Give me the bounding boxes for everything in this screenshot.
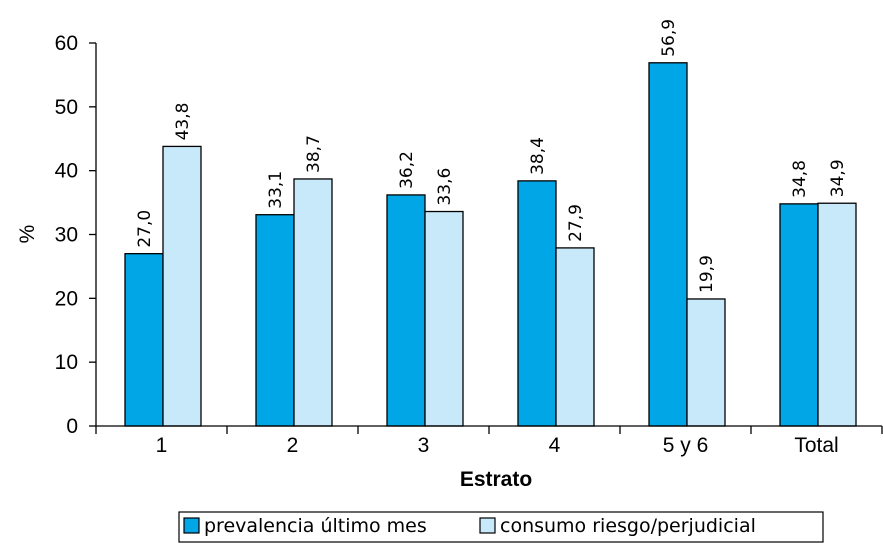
x-tick-label: 3 xyxy=(418,434,430,457)
legend: prevalencia último mes consumo riesgo/pe… xyxy=(178,511,824,543)
bar-prevalencia xyxy=(386,194,426,427)
bar-value-label: 33,1 xyxy=(266,171,286,209)
x-tick-label: 2 xyxy=(287,434,299,457)
value-labels: 27,0 33,1 36,2 38,4 56,9 34,8 43,8 38,7 33,6 27,9… xyxy=(135,19,848,293)
x-tick-label: Total xyxy=(794,434,838,457)
bar-prevalencia xyxy=(255,214,295,427)
bar-value-label: 27,0 xyxy=(135,210,155,248)
y-tick-label: 0 xyxy=(66,415,78,438)
bar-consumo xyxy=(555,247,595,427)
bar-prevalencia xyxy=(124,252,164,427)
bar-consumo xyxy=(162,145,202,427)
bar-consumo xyxy=(817,202,857,427)
x-tick-label: 5 y 6 xyxy=(663,434,709,457)
bar-consumo xyxy=(293,178,333,427)
y-tick-label: 30 xyxy=(55,224,78,247)
bars xyxy=(124,62,857,427)
y-tick-label: 20 xyxy=(55,287,78,310)
bar-value-label: 27,9 xyxy=(566,204,586,242)
bar-value-label: 38,7 xyxy=(304,135,324,173)
legend-swatch-consumo xyxy=(479,517,496,534)
x-tick-label: 4 xyxy=(549,434,561,457)
bar-value-label: 43,8 xyxy=(173,103,193,141)
y-tick-label: 60 xyxy=(55,32,78,55)
bar-value-label: 56,9 xyxy=(659,19,679,57)
bar-prevalencia xyxy=(648,62,688,427)
y-axis-title: % xyxy=(16,225,39,244)
bar-prevalencia xyxy=(779,203,819,427)
bar-value-label: 33,6 xyxy=(435,168,455,206)
legend-swatch-prevalencia xyxy=(183,517,200,534)
legend-label-consumo: consumo riesgo/perjudicial xyxy=(500,515,756,537)
y-tick-label: 50 xyxy=(55,96,78,119)
bar-value-label: 34,9 xyxy=(828,159,848,197)
x-axis: 1 2 3 4 5 y 6 Total xyxy=(95,425,883,457)
y-axis: 0 10 20 30 40 50 60 xyxy=(55,32,97,438)
legend-label-prevalencia: prevalencia último mes xyxy=(204,515,427,537)
bar-consumo xyxy=(686,298,726,427)
x-tick-label: 1 xyxy=(156,434,168,457)
y-tick-label: 10 xyxy=(55,351,78,374)
bar-consumo xyxy=(424,210,464,427)
y-tick-label: 40 xyxy=(55,160,78,183)
bar-value-label: 38,4 xyxy=(528,137,548,175)
bar-value-label: 34,8 xyxy=(790,160,810,198)
bar-value-label: 19,9 xyxy=(697,255,717,293)
x-axis-title: Estrato xyxy=(460,468,532,491)
legend-box xyxy=(178,511,824,543)
bar-value-label: 36,2 xyxy=(397,151,417,189)
bar-prevalencia xyxy=(517,180,557,427)
